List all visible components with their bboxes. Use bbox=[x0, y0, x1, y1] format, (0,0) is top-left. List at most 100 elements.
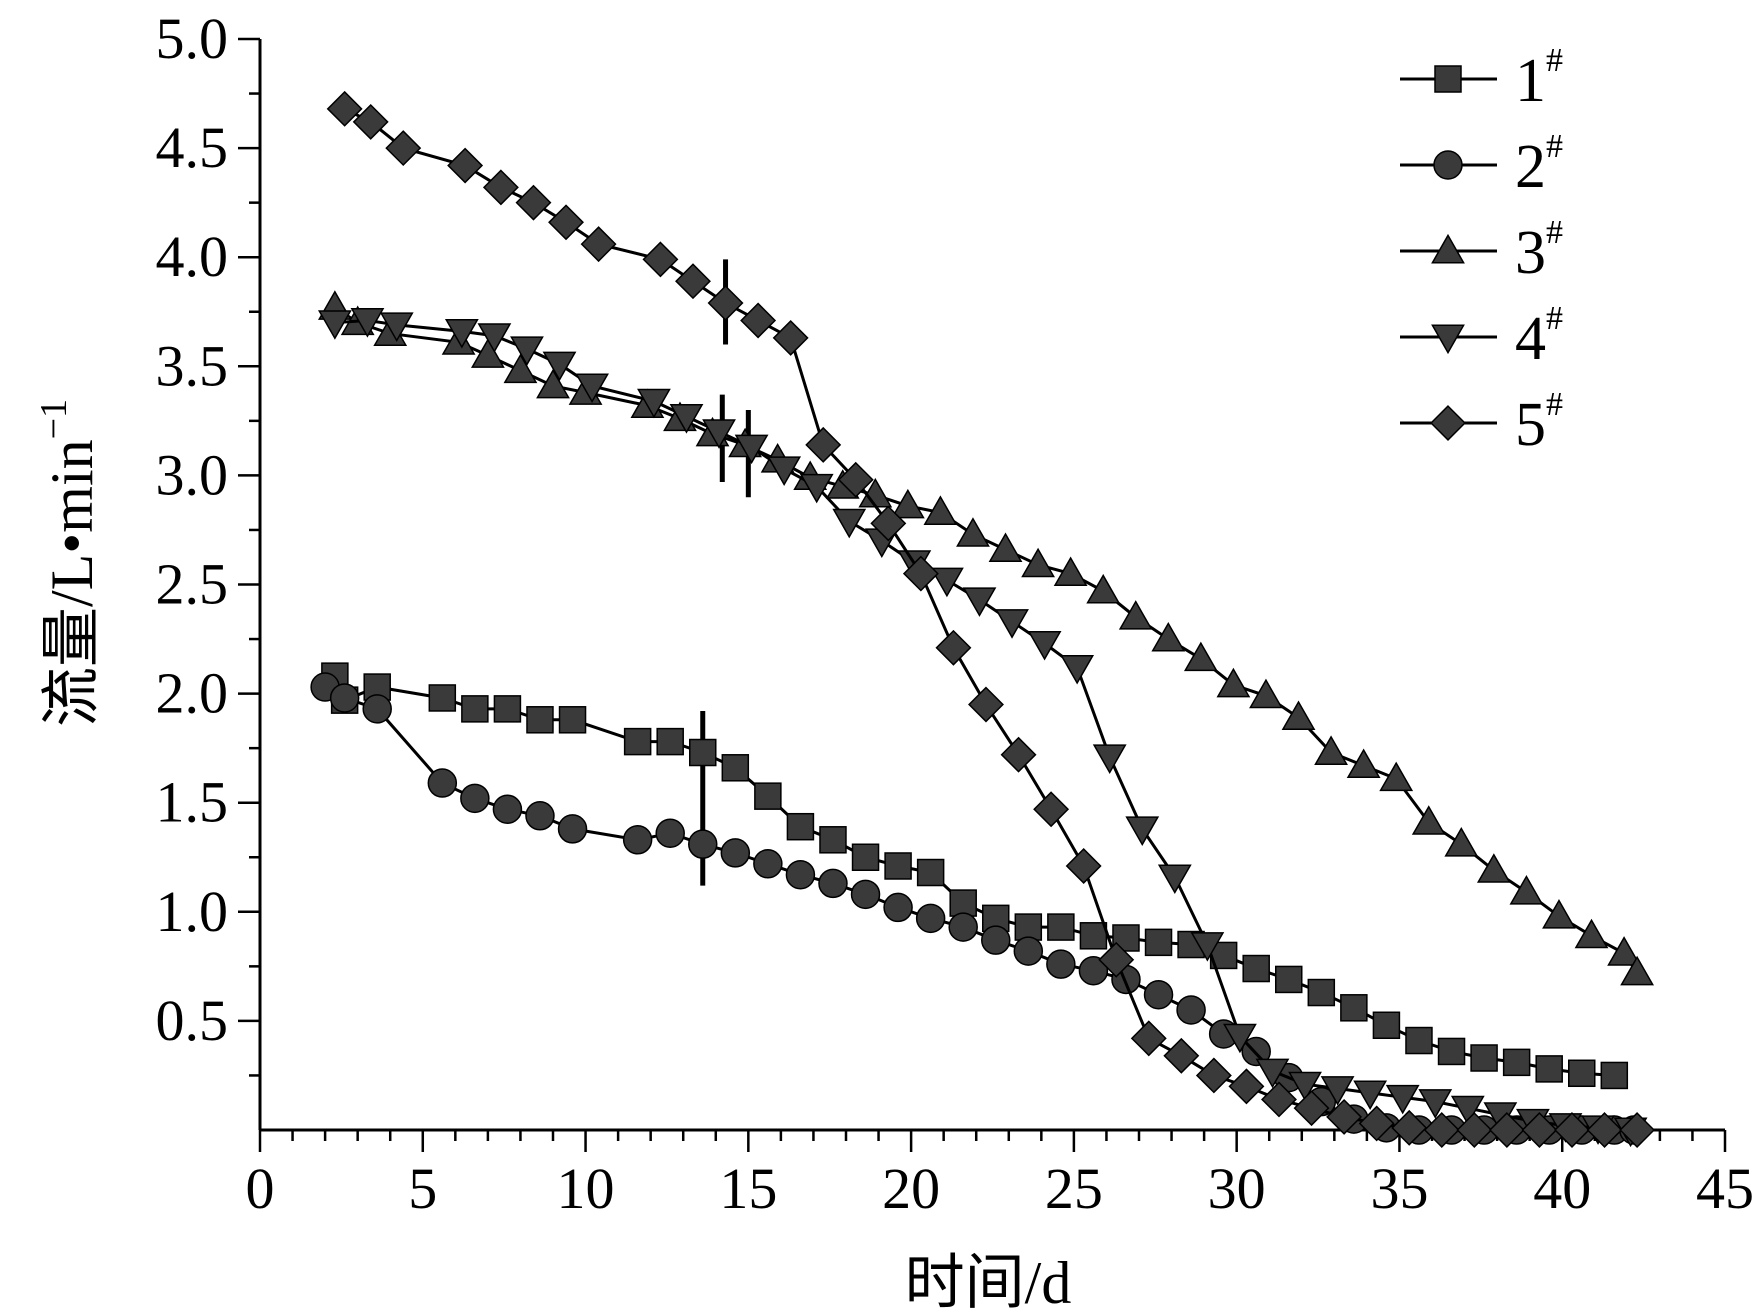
circle-marker bbox=[850, 879, 881, 910]
triangle-up-marker bbox=[1607, 936, 1641, 966]
triangle-up-marker bbox=[1183, 641, 1218, 672]
diamond-marker bbox=[482, 169, 519, 206]
diamond-marker bbox=[580, 226, 617, 263]
y-tick-label: 3.0 bbox=[156, 442, 229, 507]
square-marker bbox=[623, 727, 652, 756]
diamond-marker bbox=[1098, 941, 1135, 978]
diamond-marker bbox=[772, 319, 809, 356]
legend-label-superscript: # bbox=[1546, 300, 1563, 337]
triangle-down-marker bbox=[1223, 1023, 1257, 1054]
triangle-down-marker bbox=[995, 609, 1029, 639]
square-marker bbox=[1079, 922, 1108, 950]
diamond-marker bbox=[1521, 1112, 1558, 1148]
circle-marker bbox=[948, 912, 978, 942]
diamond-marker bbox=[515, 184, 552, 221]
circle-marker bbox=[622, 825, 653, 855]
triangle-down-marker bbox=[702, 419, 736, 449]
triangle-down-marker bbox=[350, 308, 385, 338]
series-5 bbox=[326, 90, 1656, 1148]
triangle-up-marker bbox=[1431, 233, 1465, 264]
y-tick-label: 1.0 bbox=[156, 879, 229, 944]
diamond-marker bbox=[1130, 1020, 1167, 1057]
triangle-down-marker bbox=[1320, 1076, 1355, 1106]
circle-marker bbox=[688, 829, 718, 859]
circle-marker bbox=[460, 783, 490, 814]
triangle-up-marker bbox=[1411, 805, 1446, 835]
circle-marker bbox=[720, 838, 751, 868]
triangle-down-marker bbox=[1027, 630, 1062, 661]
square-marker bbox=[461, 695, 489, 723]
y-tick-label: 1.5 bbox=[156, 770, 229, 835]
triangle-up-marker bbox=[988, 532, 1023, 563]
triangle-down-marker bbox=[317, 310, 352, 340]
square-marker bbox=[526, 706, 554, 734]
x-tick-label: 35 bbox=[1370, 1156, 1428, 1221]
triangle-down-marker bbox=[1385, 1084, 1420, 1115]
triangle-down-marker bbox=[1431, 324, 1465, 355]
diamond-marker bbox=[548, 204, 584, 241]
triangle-up-marker bbox=[1281, 700, 1316, 731]
diamond-marker bbox=[326, 90, 363, 127]
square-marker bbox=[1535, 1055, 1563, 1083]
diamond-marker bbox=[740, 302, 777, 339]
square-marker bbox=[558, 706, 587, 734]
square-marker bbox=[1405, 1026, 1433, 1055]
triangle-down-marker bbox=[1092, 744, 1127, 774]
triangle-down-marker bbox=[1353, 1080, 1388, 1111]
triangle-up-marker bbox=[1118, 600, 1153, 630]
triangle-down-marker bbox=[1060, 654, 1095, 685]
circle-marker bbox=[1143, 979, 1174, 1010]
diamond-marker bbox=[1228, 1068, 1265, 1105]
triangle-up-marker bbox=[923, 495, 958, 525]
square-marker bbox=[819, 826, 847, 854]
triangle-up-marker bbox=[1151, 621, 1186, 652]
triangle-up-marker bbox=[536, 368, 570, 399]
diamond-marker bbox=[1326, 1098, 1363, 1135]
series-layer bbox=[310, 90, 1656, 1148]
diamond-marker bbox=[1391, 1109, 1428, 1146]
triangle-down-marker bbox=[1125, 816, 1160, 846]
x-tick-label: 0 bbox=[246, 1156, 275, 1221]
diamond-marker bbox=[935, 629, 972, 666]
square-marker bbox=[1014, 913, 1043, 941]
square-marker bbox=[1047, 913, 1075, 941]
diamond-marker bbox=[1033, 791, 1070, 828]
triangle-down-marker bbox=[575, 373, 609, 404]
legend-entry-2: 2# bbox=[1400, 128, 1563, 201]
legend-label-superscript: # bbox=[1546, 42, 1563, 79]
legend-label: 3# bbox=[1515, 214, 1563, 287]
square-marker bbox=[1470, 1044, 1498, 1072]
triangle-up-marker bbox=[1444, 827, 1479, 857]
square-marker bbox=[754, 782, 782, 810]
diamond-marker bbox=[1423, 1112, 1460, 1148]
diamond-marker bbox=[642, 241, 679, 278]
diamond-marker bbox=[1488, 1112, 1525, 1148]
y-axis-title-main: 流量/L•min bbox=[39, 439, 105, 727]
triangle-up-marker bbox=[1249, 678, 1283, 709]
circle-marker bbox=[915, 903, 946, 934]
legend-label-superscript: # bbox=[1546, 214, 1563, 251]
y-tick-label: 4.0 bbox=[156, 224, 229, 289]
triangle-down-marker bbox=[637, 388, 671, 419]
triangle-down-marker bbox=[734, 434, 769, 465]
legend-label: 4# bbox=[1515, 300, 1563, 373]
annotation-lines bbox=[700, 259, 751, 886]
square-marker bbox=[1502, 1048, 1531, 1077]
triangle-up-marker bbox=[1346, 748, 1381, 779]
triangle-up-marker bbox=[1620, 955, 1654, 986]
triangle-up-marker bbox=[956, 517, 990, 547]
diamond-marker bbox=[1195, 1057, 1232, 1094]
diamond-marker bbox=[707, 285, 744, 321]
circle-marker bbox=[1013, 936, 1044, 966]
diamond-marker bbox=[1586, 1112, 1623, 1148]
diamond-marker bbox=[1554, 1112, 1590, 1148]
x-tick-label: 20 bbox=[882, 1156, 940, 1221]
circle-marker bbox=[818, 868, 848, 899]
square-marker bbox=[786, 812, 815, 841]
triangle-up-marker bbox=[1086, 573, 1121, 604]
triangle-up-marker bbox=[1476, 853, 1511, 883]
series-1 bbox=[321, 662, 1629, 1090]
circle-marker bbox=[655, 818, 685, 848]
diamond-marker bbox=[1000, 736, 1037, 773]
